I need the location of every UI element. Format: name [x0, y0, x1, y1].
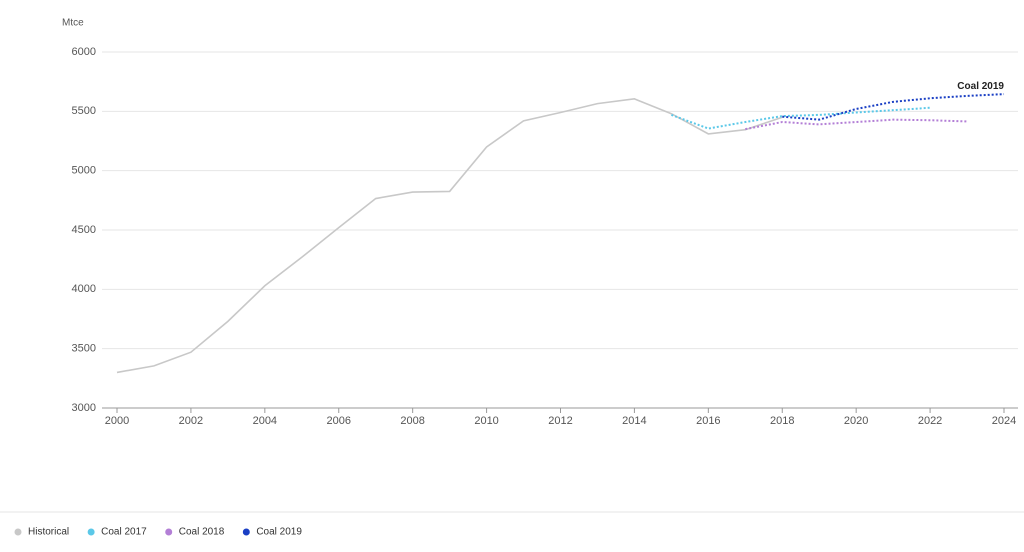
x-tick-label: 2006 — [327, 415, 351, 427]
series-end-label: Coal 2019 — [957, 81, 1004, 92]
legend-label[interactable]: Historical — [28, 527, 69, 538]
x-tick-label: 2000 — [105, 415, 129, 427]
y-tick-label: 4000 — [72, 283, 96, 295]
x-tick-label: 2020 — [844, 415, 868, 427]
x-tick-label: 2016 — [696, 415, 720, 427]
series-line — [745, 118, 968, 131]
legend-marker[interactable] — [87, 528, 95, 536]
legend-label[interactable]: Coal 2017 — [101, 527, 147, 538]
x-tick-label: 2010 — [474, 415, 498, 427]
legend-marker[interactable] — [14, 528, 22, 536]
series-line — [671, 106, 931, 130]
legend-label[interactable]: Coal 2018 — [179, 527, 225, 538]
legend-label[interactable]: Coal 2019 — [256, 527, 302, 538]
x-tick-label: 2024 — [992, 415, 1016, 427]
y-tick-label: 5500 — [72, 105, 96, 117]
y-tick-label: 3000 — [72, 402, 96, 414]
x-tick-label: 2014 — [622, 415, 646, 427]
y-tick-label: 5000 — [72, 165, 96, 177]
y-axis-label: Mtce — [62, 18, 84, 29]
y-tick-label: 4500 — [72, 224, 96, 236]
series-line — [782, 93, 1005, 121]
series-line — [116, 98, 783, 374]
legend-marker[interactable] — [242, 528, 250, 536]
legend-marker[interactable] — [165, 528, 173, 536]
x-tick-label: 2008 — [400, 415, 424, 427]
x-tick-label: 2022 — [918, 415, 942, 427]
y-tick-label: 3500 — [72, 343, 96, 355]
y-tick-label: 6000 — [72, 46, 96, 58]
x-tick-label: 2002 — [179, 415, 203, 427]
x-tick-label: 2018 — [770, 415, 794, 427]
x-tick-label: 2012 — [548, 415, 572, 427]
x-tick-label: 2004 — [253, 415, 277, 427]
